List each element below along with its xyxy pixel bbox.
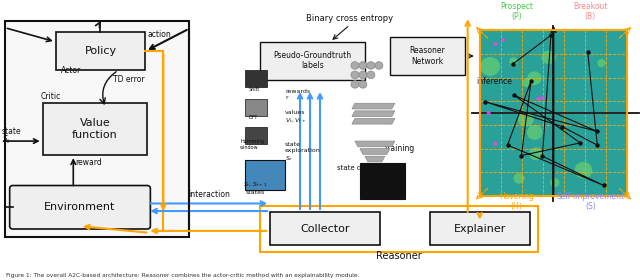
Bar (479, 31, 627, 196)
Text: Hovering
(H): Hovering (H) (499, 192, 534, 211)
Bar (554, 31, 627, 112)
Circle shape (518, 111, 534, 127)
Circle shape (351, 81, 359, 88)
Text: Reasoner: Reasoner (376, 251, 422, 261)
Text: Environment: Environment (44, 202, 116, 212)
Bar (245, 127, 267, 144)
Text: training: training (385, 144, 415, 153)
Text: state: state (2, 127, 21, 136)
Bar (479, 114, 552, 195)
Text: Breakout
(B): Breakout (B) (573, 2, 607, 21)
Bar (56, 32, 145, 70)
Bar (270, 212, 380, 245)
Text: Shift: Shift (248, 87, 259, 92)
Bar (430, 212, 529, 245)
Bar (390, 37, 465, 75)
Text: Hamming
window: Hamming window (240, 139, 264, 150)
Circle shape (527, 125, 543, 140)
Bar (245, 70, 267, 87)
Bar (43, 103, 147, 155)
Circle shape (367, 62, 375, 69)
Circle shape (529, 147, 543, 160)
Text: $S_t, S_{t+1}$
states: $S_t, S_{t+1}$ states (243, 180, 268, 195)
Text: Self-improvement
(S): Self-improvement (S) (556, 192, 625, 211)
Text: $S_t$: $S_t$ (2, 133, 11, 146)
Bar (479, 31, 552, 112)
Bar (4, 21, 189, 237)
Bar (245, 99, 267, 116)
Circle shape (513, 173, 525, 184)
Circle shape (493, 142, 497, 146)
Circle shape (509, 57, 518, 65)
Bar (260, 42, 365, 80)
Text: rewards
r: rewards r (285, 89, 310, 100)
Circle shape (597, 59, 606, 67)
Circle shape (501, 38, 505, 42)
Bar (360, 163, 405, 199)
Circle shape (359, 71, 367, 79)
Text: interaction: interaction (188, 190, 230, 199)
Text: Prospect
(P): Prospect (P) (500, 2, 533, 21)
Circle shape (486, 111, 491, 115)
Text: Collector: Collector (300, 223, 349, 234)
Polygon shape (352, 103, 395, 109)
Polygon shape (365, 156, 385, 162)
Circle shape (351, 71, 359, 79)
Text: action: action (147, 30, 171, 39)
Circle shape (536, 97, 540, 101)
Text: Explainer: Explainer (454, 223, 506, 234)
Bar (554, 114, 627, 195)
Text: Figure 1: The overall A2C-based architecture: Reasoner combines the actor-critic: Figure 1: The overall A2C-based architec… (6, 274, 359, 278)
Text: state
exploration
$S_e$: state exploration $S_e$ (285, 142, 321, 163)
Circle shape (493, 42, 498, 46)
Text: Binary cross entropy: Binary cross entropy (307, 14, 394, 23)
Circle shape (480, 57, 500, 76)
Circle shape (359, 81, 367, 88)
Polygon shape (352, 111, 395, 116)
Polygon shape (355, 141, 395, 147)
Text: state difference
$\Delta s$: state difference $\Delta s$ (337, 165, 392, 181)
Bar (245, 160, 285, 190)
Text: DFT: DFT (248, 115, 257, 120)
Polygon shape (360, 149, 390, 154)
Circle shape (367, 71, 375, 79)
Text: Policy: Policy (84, 46, 116, 56)
Text: Value
function: Value function (72, 118, 118, 140)
Text: Critic: Critic (40, 92, 61, 101)
Polygon shape (352, 118, 395, 124)
Text: TD error: TD error (113, 74, 145, 83)
Circle shape (541, 50, 556, 64)
Text: Pseudo-Groundtruth
labels: Pseudo-Groundtruth labels (273, 51, 351, 71)
FancyBboxPatch shape (10, 186, 150, 229)
Circle shape (375, 62, 383, 69)
Circle shape (359, 62, 367, 69)
Text: inference: inference (477, 77, 513, 86)
Circle shape (522, 78, 531, 87)
Text: reward: reward (76, 158, 102, 167)
Bar (260, 206, 538, 252)
Text: values
$V_t, V_{t+}$: values $V_t, V_{t+}$ (285, 110, 307, 125)
Text: Actor: Actor (61, 66, 81, 75)
Circle shape (540, 96, 545, 100)
Circle shape (550, 178, 559, 187)
Circle shape (575, 162, 592, 179)
Circle shape (527, 71, 541, 85)
Circle shape (351, 62, 359, 69)
Text: Reasoner
Network: Reasoner Network (410, 46, 445, 66)
